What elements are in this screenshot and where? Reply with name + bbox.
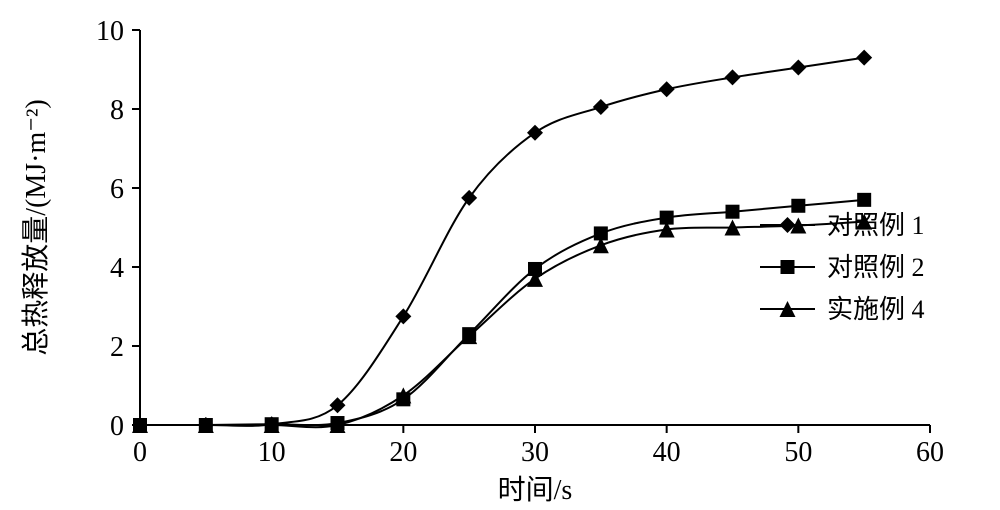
svg-text:对照例 2: 对照例 2 <box>827 253 925 282</box>
series-2 <box>132 214 872 433</box>
svg-text:0: 0 <box>110 411 124 442</box>
svg-text:0: 0 <box>133 437 147 468</box>
svg-text:50: 50 <box>784 437 812 468</box>
series-0 <box>132 50 872 433</box>
legend-item-0: 对照例 1 <box>760 211 925 240</box>
svg-text:60: 60 <box>916 437 944 468</box>
line-chart: 0 10 20 30 40 50 60 0 2 4 6 8 10 时间/s 总热释放量/(MJ·m⁻²) 对照… <box>0 0 1000 510</box>
svg-text:实施例 4: 实施例 4 <box>827 295 925 324</box>
svg-text:2: 2 <box>110 332 124 363</box>
chart-container: 0 10 20 30 40 50 60 0 2 4 6 8 10 时间/s 总热释放量/(MJ·m⁻²) 对照… <box>0 0 1000 510</box>
svg-text:40: 40 <box>653 437 681 468</box>
svg-text:10: 10 <box>258 437 286 468</box>
legend-item-2: 实施例 4 <box>760 295 925 324</box>
svg-text:4: 4 <box>110 253 124 284</box>
x-axis-label: 时间/s <box>498 474 573 506</box>
legend-item-1: 对照例 2 <box>760 253 925 282</box>
svg-text:20: 20 <box>389 437 417 468</box>
svg-text:对照例 1: 对照例 1 <box>827 211 925 240</box>
y-axis-label: 总热释放量/(MJ·m⁻²) <box>20 99 52 356</box>
series-1 <box>133 193 871 432</box>
svg-text:8: 8 <box>110 95 124 126</box>
svg-text:6: 6 <box>110 174 124 205</box>
svg-text:10: 10 <box>96 16 124 47</box>
svg-text:30: 30 <box>521 437 549 468</box>
